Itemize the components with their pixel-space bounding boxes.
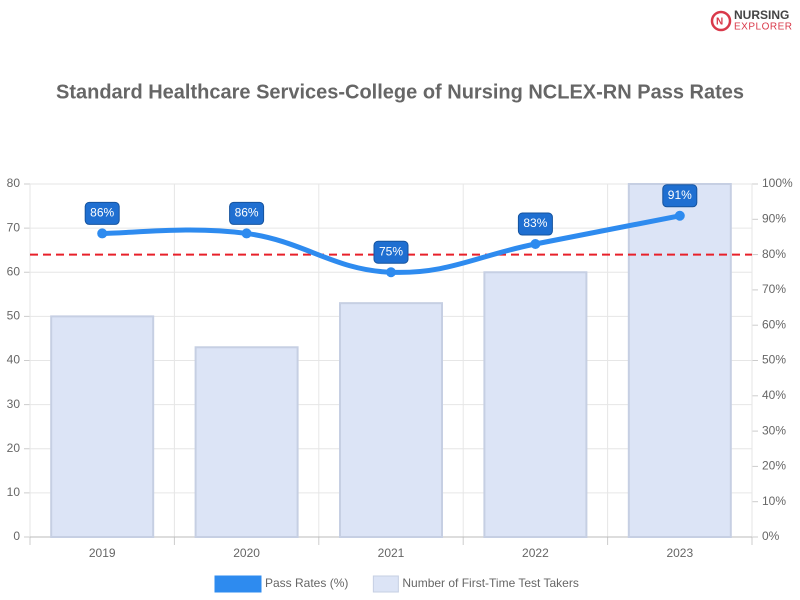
legend-label: Pass Rates (%) <box>265 576 348 590</box>
legend-swatch <box>372 575 399 593</box>
y2-tick-label: 40% <box>762 388 786 402</box>
x-tick-label: 2023 <box>666 546 693 560</box>
line-point <box>241 228 252 239</box>
x-tick-label: 2022 <box>522 546 549 560</box>
value-label: 86% <box>90 206 114 220</box>
y-tick-label: 20 <box>7 441 21 455</box>
y-tick-label: 0 <box>13 529 20 543</box>
y-tick-label: 60 <box>7 264 21 278</box>
logo-icon-letter: N <box>716 17 723 28</box>
x-tick-label: 2021 <box>378 546 405 560</box>
y-tick-label: 10 <box>7 485 21 499</box>
line-point <box>674 210 685 221</box>
y2-tick-label: 10% <box>762 494 786 508</box>
y2-tick-label: 30% <box>762 423 786 437</box>
value-label-box <box>517 212 553 236</box>
y2-tick-label: 50% <box>762 353 786 367</box>
y2-tick-label: 60% <box>762 317 786 331</box>
line-point <box>386 267 396 278</box>
logo-subtext: EXPLORER <box>734 22 792 33</box>
line-point <box>530 239 541 250</box>
value-label-box <box>229 201 265 225</box>
legend-swatch <box>214 575 262 593</box>
chart-title: Standard Healthcare Services-College of … <box>56 81 744 103</box>
legend-label: Number of First-Time Test Takers <box>402 576 578 590</box>
x-tick-label: 2020 <box>233 546 260 560</box>
line-point <box>97 228 108 239</box>
y2-tick-label: 80% <box>762 247 786 261</box>
y-tick-label: 80 <box>7 176 21 190</box>
value-label-box <box>373 240 409 264</box>
y2-tick-label: 0% <box>762 529 780 543</box>
y2-tick-label: 100% <box>762 176 793 190</box>
value-label: 75% <box>379 244 403 258</box>
y-tick-label: 30 <box>7 397 21 411</box>
logo-text: NURSING <box>734 8 789 22</box>
y2-tick-label: 70% <box>762 282 786 296</box>
y-tick-label: 40 <box>7 353 21 367</box>
y2-tick-label: 90% <box>762 211 786 225</box>
bar <box>50 315 155 538</box>
logo-icon <box>710 10 732 32</box>
y-tick-label: 70 <box>7 220 21 234</box>
y2-tick-label: 20% <box>762 459 786 473</box>
bar <box>339 302 443 539</box>
value-label: 86% <box>235 206 259 220</box>
y-tick-label: 50 <box>7 309 21 323</box>
logo: N NURSING EXPLORER <box>710 8 792 33</box>
bar <box>194 346 299 539</box>
bar <box>483 271 588 538</box>
value-label-box <box>84 201 120 225</box>
value-label-box <box>662 184 698 208</box>
bar <box>627 183 732 538</box>
value-label: 83% <box>523 216 547 230</box>
x-tick-label: 2019 <box>89 546 116 560</box>
value-label: 91% <box>668 188 692 202</box>
